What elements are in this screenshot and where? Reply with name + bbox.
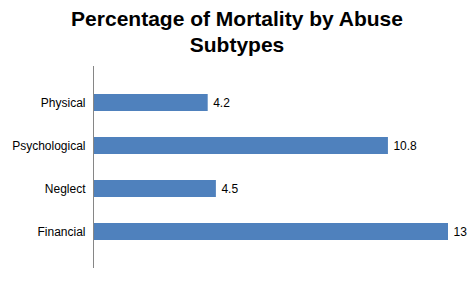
svg-text:4.2: 4.2	[213, 96, 230, 110]
svg-text:10.8: 10.8	[393, 139, 417, 153]
svg-text:4.5: 4.5	[221, 182, 238, 196]
svg-text:13: 13	[454, 225, 468, 239]
svg-text:Psychological: Psychological	[12, 139, 85, 153]
svg-text:Neglect: Neglect	[45, 182, 86, 196]
html-text:Percentage of Mortality by Abu: Percentage of Mortality by Abuse Subtype…	[71, 7, 403, 56]
svg-text:Physical: Physical	[41, 96, 86, 110]
svg-text:Financial: Financial	[37, 225, 85, 239]
